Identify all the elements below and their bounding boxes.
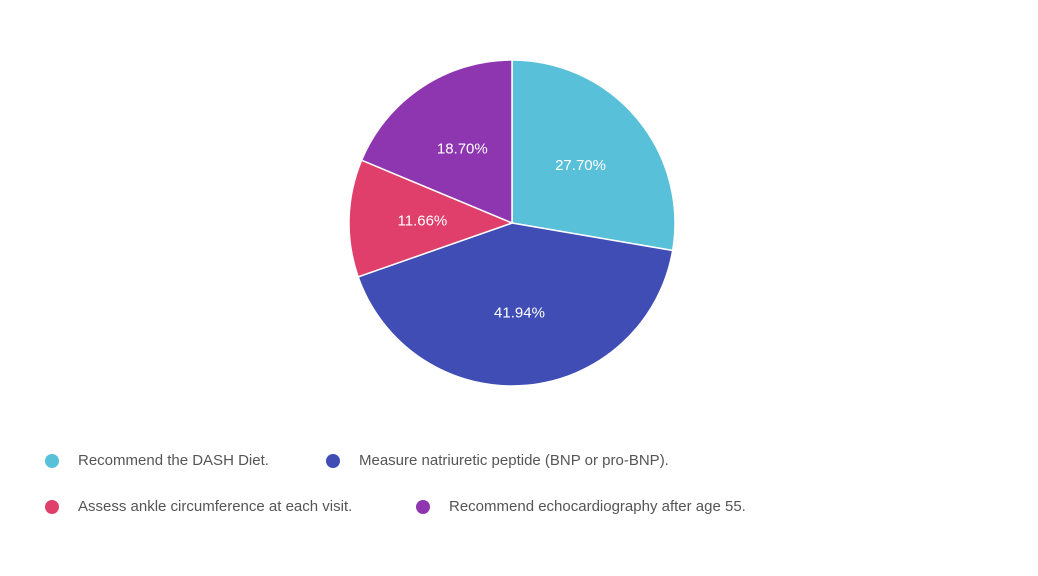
slice-label: 27.70% xyxy=(555,157,606,174)
legend-label: Assess ankle circumference at each visit… xyxy=(78,498,353,515)
legend-dot xyxy=(326,453,340,468)
legend-item-echo[interactable]: Recommend echocardiography after age 55. xyxy=(416,498,746,515)
pie-slice[interactable] xyxy=(357,222,674,387)
legend-label: Recommend the DASH Diet. xyxy=(78,452,269,469)
legend-dot xyxy=(45,499,59,514)
slice-label: 11.66% xyxy=(398,212,448,229)
pie-slice[interactable] xyxy=(360,59,513,225)
legend-item-dash-diet[interactable]: Recommend the DASH Diet. xyxy=(45,452,269,469)
pie-slice[interactable] xyxy=(511,59,676,252)
legend-dot xyxy=(45,453,59,468)
pie-slice[interactable] xyxy=(348,159,515,278)
slice-label: 18.70% xyxy=(437,140,488,157)
legend-dot xyxy=(416,499,430,514)
legend-item-bnp[interactable]: Measure natriuretic peptide (BNP or pro-… xyxy=(326,452,669,469)
legend-label: Measure natriuretic peptide (BNP or pro-… xyxy=(359,452,669,469)
legend-item-ankle[interactable]: Assess ankle circumference at each visit… xyxy=(45,498,352,515)
legend-label: Recommend echocardiography after age 55. xyxy=(449,498,746,515)
slice-label: 41.94% xyxy=(494,304,545,321)
